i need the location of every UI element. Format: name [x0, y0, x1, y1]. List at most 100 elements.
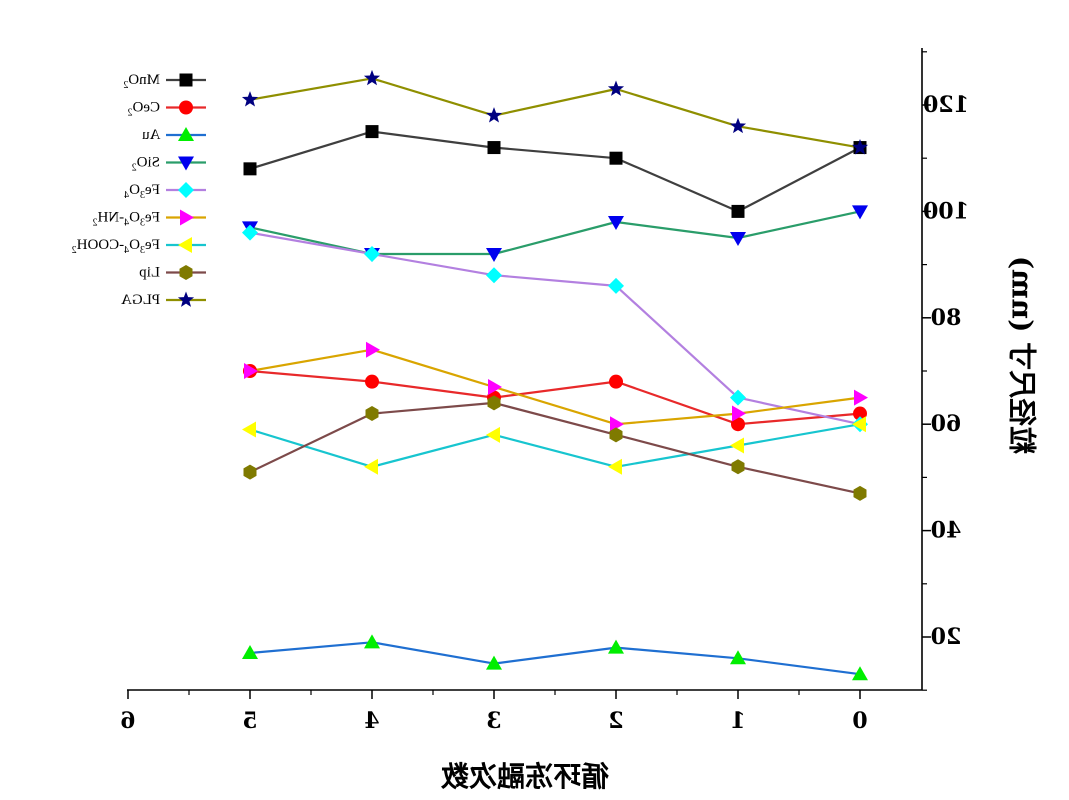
series-line-mno2: [249, 130, 861, 213]
series-lines: [249, 77, 861, 676]
legend-label: CeO2: [128, 100, 161, 119]
legend-marker: [178, 127, 194, 141]
data-point-plga: [485, 107, 503, 123]
data-point-fe3o4-cooh2: [608, 458, 622, 475]
y-tick-label: 20: [931, 624, 962, 650]
data-point-au: [242, 644, 258, 659]
data-point-ceo2: [853, 406, 867, 421]
series-line-fe3o4-cooh2: [249, 423, 861, 468]
data-point-au: [486, 655, 502, 670]
x-axis-title: 循环冻融次数: [440, 760, 609, 793]
data-point-fe3o4: [608, 277, 624, 294]
series-line-fe3o4: [249, 231, 861, 426]
data-point-fe3o4: [364, 245, 380, 262]
series-markers: [241, 69, 869, 681]
data-point-lip: [853, 485, 867, 501]
data-point-fe3o4-nh2: [732, 405, 746, 422]
y-axis-title: 粒径尺寸 (nm): [1006, 256, 1039, 454]
data-point-plga: [363, 69, 381, 86]
x-tick-label: 5: [242, 708, 257, 734]
x-tick-label: 4: [364, 708, 379, 734]
data-point-fe3o4-nh2: [854, 389, 868, 406]
legend-marker: [178, 237, 192, 253]
series-line-lip: [249, 401, 861, 495]
legend-item-au: Au: [142, 127, 206, 143]
legend-item-plga: PLGA: [121, 291, 206, 308]
data-point-lip: [487, 395, 501, 411]
data-point-fe3o4-cooh2: [852, 416, 866, 433]
data-point-fe3o4-cooh2: [486, 426, 500, 443]
data-point-fe3o4-nh2: [244, 363, 258, 379]
y-tick-label: 120: [923, 92, 969, 118]
legend-item-sio2: SiO2: [132, 155, 206, 174]
x-tick-label: 0: [852, 708, 867, 734]
legend-marker: [179, 73, 193, 87]
data-point-ceo2: [609, 374, 623, 389]
legend-item-lip: Lip: [139, 265, 206, 281]
data-point-mno2: [365, 125, 379, 139]
data-point-fe3o4-nh2: [488, 378, 502, 395]
data-point-fe3o4-nh2: [366, 341, 380, 358]
legend-label: SiO2: [132, 155, 160, 174]
x-tick-label: 1: [730, 708, 745, 734]
legend-marker: [178, 182, 194, 198]
legend-label: Au: [142, 127, 161, 143]
legend-marker: [179, 100, 193, 115]
data-point-sio2: [730, 232, 746, 246]
data-point-lip: [243, 464, 257, 480]
legend-label: MnO2: [123, 72, 160, 91]
x-tick-label: 6: [120, 708, 135, 734]
legend-label: Fe3O4-NH2: [92, 210, 160, 229]
legend-item-mno2: MnO2: [123, 72, 206, 91]
legend-item-fe3o4-cooh2: Fe3O4-COOH2: [72, 237, 206, 256]
legend-label: PLGA: [121, 292, 160, 308]
data-point-ceo2: [365, 374, 379, 389]
data-point-lip: [731, 459, 745, 475]
series-line-ceo2: [249, 369, 861, 426]
data-point-lip: [365, 406, 379, 422]
data-point-sio2: [852, 205, 868, 220]
legend-item-ceo2: CeO2: [128, 100, 206, 119]
legend-marker: [179, 265, 193, 280]
legend-marker: [178, 156, 194, 171]
x-tick-label: 3: [486, 708, 501, 734]
legend-label: Fe3O4: [124, 182, 160, 201]
data-point-fe3o4-cooh2: [364, 458, 378, 475]
data-point-au: [852, 666, 868, 681]
data-point-fe3o4: [486, 267, 502, 284]
series-line-plga: [249, 77, 861, 149]
data-point-sio2: [608, 216, 624, 231]
legend-marker: [177, 291, 195, 307]
data-point-mno2: [731, 204, 745, 218]
series-line-fe3o4-nh2: [249, 348, 861, 426]
data-point-mno2: [609, 151, 623, 165]
data-point-au: [364, 634, 380, 649]
legend-item-fe3o4: Fe3O4: [124, 182, 206, 201]
data-point-plga: [241, 91, 259, 107]
data-point-plga: [607, 80, 625, 96]
data-point-fe3o4-cooh2: [730, 437, 744, 454]
legend-marker: [180, 209, 194, 226]
data-point-mno2: [487, 141, 501, 155]
data-point-au: [608, 639, 624, 654]
y-tick-label: 80: [931, 305, 962, 331]
data-point-fe3o4: [730, 389, 746, 406]
axes: 0 1 2 3 4 5 6 20 40 60 80 100 120: [120, 48, 969, 734]
legend-label: Fe3O4-COOH2: [72, 237, 160, 256]
data-point-ceo2: [731, 417, 745, 432]
data-point-sio2: [486, 247, 502, 262]
legend: MnO2 CeO2 Au SiO2 Fe3O4 Fe3O4-NH2 Fe3O4-COOH2 L…: [72, 72, 206, 308]
y-tick-label: 100: [923, 198, 969, 224]
data-point-fe3o4-nh2: [610, 416, 624, 433]
legend-item-fe3o4-nh2: Fe3O4-NH2: [92, 209, 206, 229]
x-tick-label: 2: [608, 708, 623, 734]
data-point-fe3o4: [242, 224, 258, 241]
data-point-mno2: [243, 162, 257, 176]
y-tick-label: 40: [931, 518, 962, 544]
legend-label: Lip: [139, 265, 160, 281]
y-tick-label: 60: [931, 411, 962, 437]
series-line-au: [249, 641, 861, 676]
data-point-plga: [851, 139, 869, 155]
